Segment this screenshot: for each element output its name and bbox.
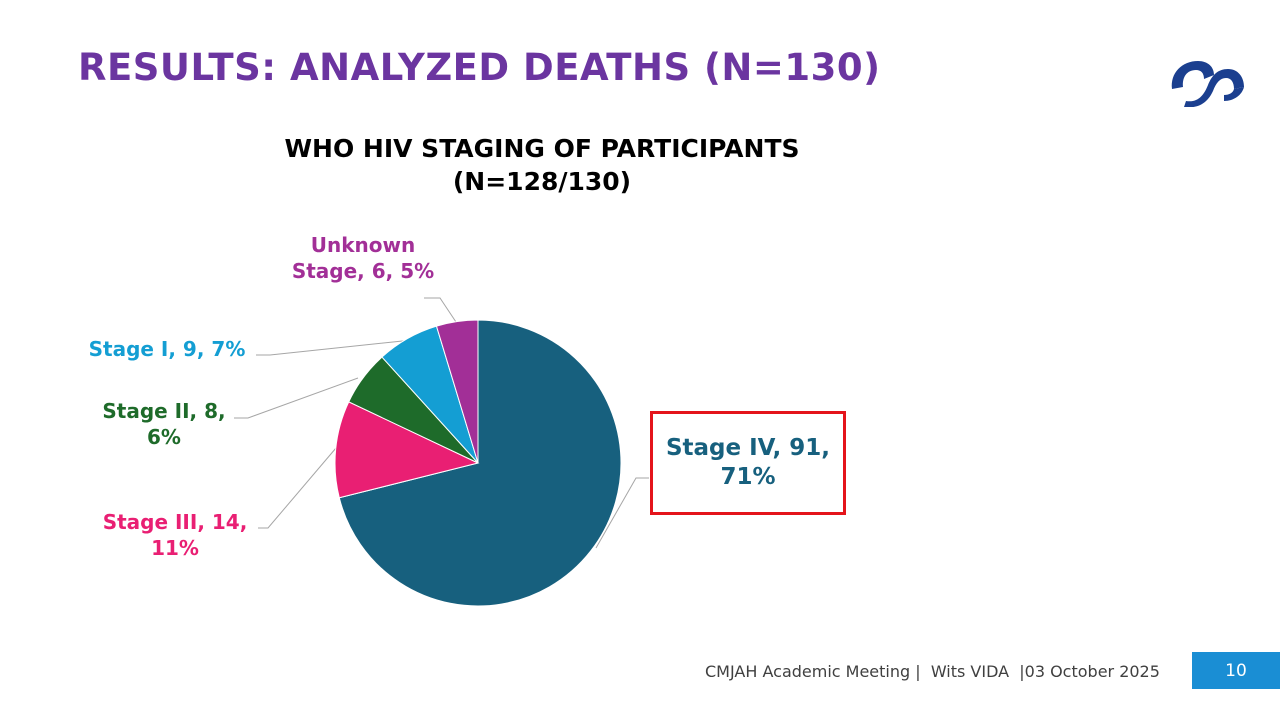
leader-line-stage-1 bbox=[256, 339, 413, 356]
label-stage-1: Stage I, 9, 7% bbox=[88, 337, 246, 361]
leader-line-stage-4 bbox=[595, 477, 649, 549]
leader-lines bbox=[234, 297, 649, 549]
pie-slice-unknown-stage bbox=[435, 319, 479, 464]
pie-slices bbox=[334, 319, 622, 607]
label-unknown-line-2: Stage, 6, 5% bbox=[291, 259, 435, 283]
label-stage-4-line-2: 71% bbox=[720, 464, 776, 490]
pie-slice-stage-iv bbox=[338, 319, 622, 607]
chart-title: WHO HIV STAGING OF PARTICIPANTS (N=128/1… bbox=[240, 132, 844, 198]
label-unknown-line-1: Unknown bbox=[310, 233, 416, 257]
chart-title-line-1: WHO HIV STAGING OF PARTICIPANTS bbox=[284, 134, 800, 163]
pie-slice-stage-iii bbox=[334, 401, 480, 499]
leader-line-stage-3 bbox=[258, 447, 337, 529]
leader-line-unknown bbox=[424, 297, 457, 323]
label-unknown-stage: Unknown Stage, 6, 5% bbox=[280, 232, 446, 284]
chart-title-line-2: (N=128/130) bbox=[452, 167, 632, 196]
label-stage-3: Stage III, 14, 11% bbox=[90, 509, 260, 561]
label-stage-4: Stage IV, 91, 71% bbox=[666, 434, 830, 492]
wits-vida-logo-icon bbox=[1171, 61, 1244, 107]
label-stage-2-line-2: 6% bbox=[147, 425, 181, 449]
label-stage-2-line-1: Stage II, 8, bbox=[102, 399, 226, 423]
slide-title: RESULTS: ANALYZED DEATHS (N=130) bbox=[78, 46, 881, 89]
label-stage-3-line-1: Stage III, 14, bbox=[102, 510, 248, 534]
leader-line-stage-2 bbox=[234, 377, 359, 419]
label-stage-4-line-1: Stage IV, 91, bbox=[665, 435, 831, 461]
footer-text: CMJAH Academic Meeting | Wits VIDA |03 O… bbox=[705, 662, 1160, 681]
page-number-badge: 10 bbox=[1192, 652, 1280, 689]
stage-4-highlight-box: Stage IV, 91, 71% bbox=[650, 411, 846, 515]
label-stage-2: Stage II, 8, 6% bbox=[92, 398, 236, 450]
label-stage-3-line-2: 11% bbox=[151, 536, 199, 560]
